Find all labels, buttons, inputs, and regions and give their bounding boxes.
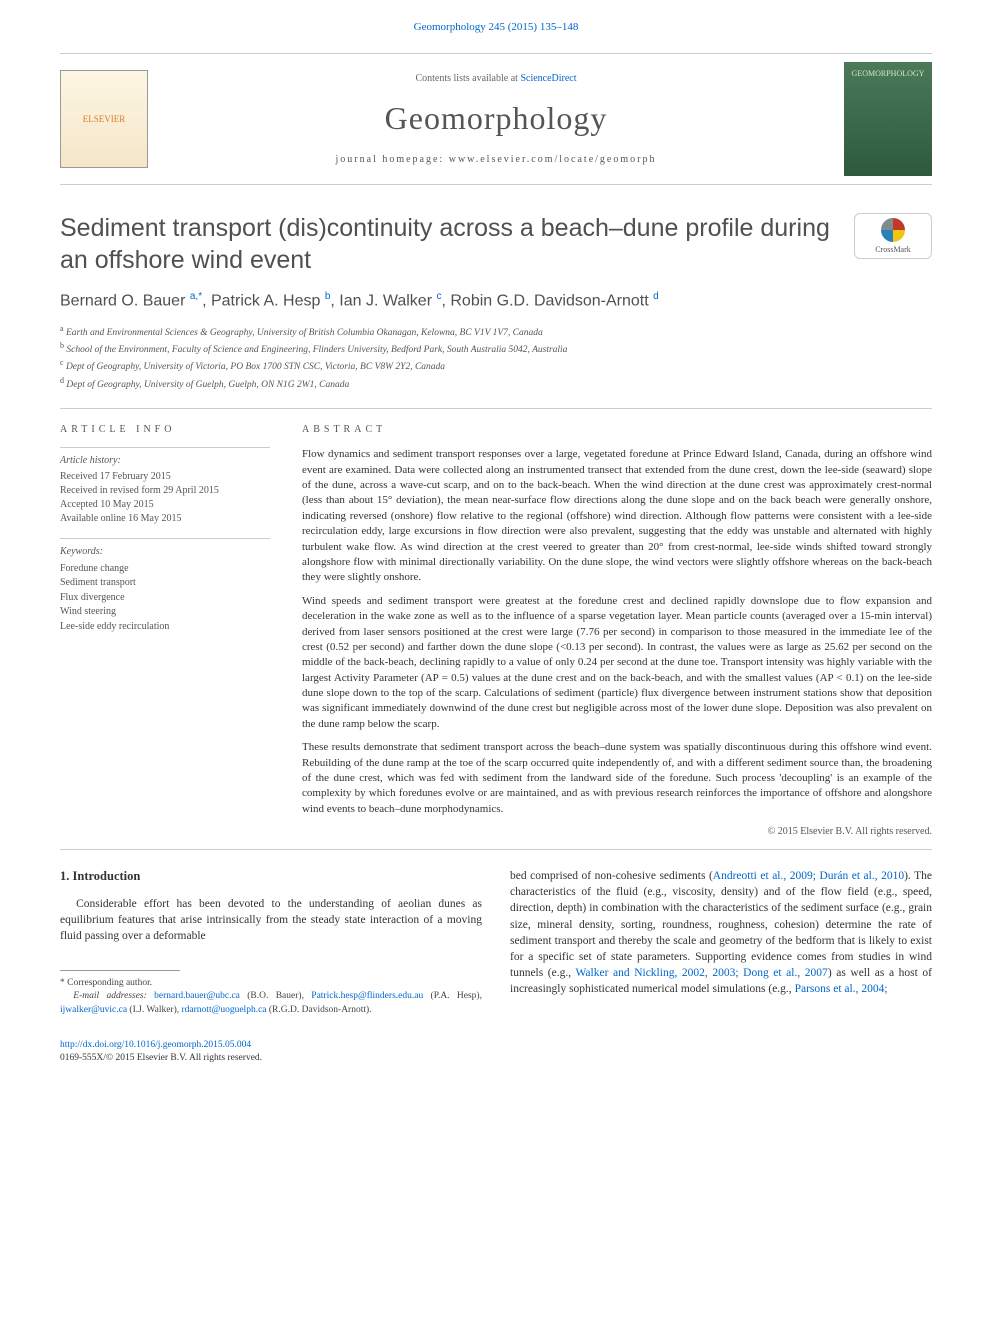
- homepage-prefix: journal homepage:: [336, 154, 449, 165]
- divider-full: [60, 849, 932, 850]
- publisher-logo: ELSEVIER: [60, 70, 148, 168]
- author-1: Bernard O. Bauer: [60, 292, 190, 309]
- keyword-3: Flux divergence: [60, 591, 270, 606]
- issue-reference-link[interactable]: Geomorphology 245 (2015) 135–148: [414, 21, 579, 33]
- contents-prefix: Contents lists available at: [415, 73, 520, 84]
- intro-para-1a: Considerable effort has been devoted to …: [60, 896, 482, 944]
- publisher-logo-label: ELSEVIER: [83, 113, 126, 126]
- issn-copyright: 0169-555X/© 2015 Elsevier B.V. All right…: [60, 1052, 482, 1065]
- affiliation-c: c Dept of Geography, University of Victo…: [60, 357, 932, 374]
- keyword-1: Foredune change: [60, 562, 270, 577]
- footnotes: * Corresponding author. E-mail addresses…: [60, 977, 482, 1017]
- citation-parsons[interactable]: Parsons et al., 2004;: [795, 983, 888, 995]
- email-4[interactable]: rdarnott@uoguelph.ca: [182, 1005, 267, 1015]
- affiliation-d: d Dept of Geography, University of Guelp…: [60, 375, 932, 392]
- journal-cover-label: GEOMORPHOLOGY: [852, 68, 925, 79]
- affiliation-b: b School of the Environment, Faculty of …: [60, 340, 932, 357]
- footnote-separator: [60, 970, 180, 971]
- email-2[interactable]: Patrick.hesp@flinders.edu.au: [311, 991, 423, 1001]
- crossmark-label: CrossMark: [875, 244, 911, 255]
- crossmark-badge[interactable]: CrossMark: [854, 213, 932, 259]
- citation-andreotti[interactable]: Andreotti et al., 2009; Durán et al., 20…: [713, 870, 904, 882]
- issue-reference: Geomorphology 245 (2015) 135–148: [60, 20, 932, 35]
- email-3[interactable]: ijwalker@uvic.ca: [60, 1005, 127, 1015]
- info-abstract-row: article info Article history: Received 1…: [60, 423, 932, 839]
- abstract-para-1: Flow dynamics and sediment transport res…: [302, 447, 932, 586]
- divider: [60, 408, 932, 409]
- crossmark-icon: [881, 218, 905, 242]
- article-body: 1. Introduction Considerable effort has …: [60, 868, 932, 1065]
- abstract: abstract Flow dynamics and sediment tran…: [302, 423, 932, 839]
- doi-link[interactable]: http://dx.doi.org/10.1016/j.geomorph.201…: [60, 1040, 251, 1050]
- history-online: Available online 16 May 2015: [60, 512, 270, 526]
- abstract-heading: abstract: [302, 423, 932, 437]
- keyword-4: Wind steering: [60, 605, 270, 620]
- history-received: Received 17 February 2015: [60, 470, 270, 484]
- journal-header: ELSEVIER Contents lists available at Sci…: [60, 53, 932, 185]
- history-label: Article history:: [60, 454, 270, 468]
- keywords-block: Keywords: Foredune change Sediment trans…: [60, 538, 270, 634]
- author-list: Bernard O. Bauer a,*, Patrick A. Hesp b,…: [60, 290, 932, 313]
- citation-walker-nickling[interactable]: Walker and Nickling, 2002, 2003; Dong et…: [576, 967, 828, 979]
- sciencedirect-link[interactable]: ScienceDirect: [520, 73, 576, 84]
- keyword-5: Lee-side eddy recirculation: [60, 620, 270, 635]
- email-1[interactable]: bernard.bauer@ubc.ca: [154, 991, 240, 1001]
- title-row: Sediment transport (dis)continuity acros…: [60, 213, 932, 276]
- author-2: Patrick A. Hesp: [211, 292, 325, 309]
- journal-name: Geomorphology: [148, 96, 844, 141]
- abstract-para-3: These results demonstrate that sediment …: [302, 740, 932, 817]
- journal-homepage: journal homepage: www.elsevier.com/locat…: [148, 153, 844, 167]
- abstract-para-2: Wind speeds and sediment transport were …: [302, 594, 932, 733]
- header-center: Contents lists available at ScienceDirec…: [148, 72, 844, 167]
- history-revised: Received in revised form 29 April 2015: [60, 484, 270, 498]
- homepage-url: www.elsevier.com/locate/geomorph: [449, 154, 657, 165]
- author-4-aff[interactable]: d: [653, 291, 659, 302]
- corresponding-author-note: * Corresponding author.: [60, 977, 482, 990]
- affiliation-a: a Earth and Environmental Sciences & Geo…: [60, 323, 932, 340]
- journal-cover-thumbnail: GEOMORPHOLOGY: [844, 62, 932, 176]
- author-1-aff[interactable]: a,: [190, 291, 198, 302]
- contents-line: Contents lists available at ScienceDirec…: [148, 72, 844, 86]
- author-3: Ian J. Walker: [339, 292, 436, 309]
- affiliations: a Earth and Environmental Sciences & Geo…: [60, 323, 932, 393]
- history-accepted: Accepted 10 May 2015: [60, 498, 270, 512]
- email-addresses: E-mail addresses: bernard.bauer@ubc.ca (…: [60, 990, 482, 1017]
- article-info-heading: article info: [60, 423, 270, 437]
- article-info: article info Article history: Received 1…: [60, 423, 270, 839]
- section-heading-intro: 1. Introduction: [60, 868, 482, 886]
- article-history: Article history: Received 17 February 20…: [60, 447, 270, 526]
- bottom-references: http://dx.doi.org/10.1016/j.geomorph.201…: [60, 1039, 482, 1066]
- article-title: Sediment transport (dis)continuity acros…: [60, 213, 854, 276]
- author-4: Robin G.D. Davidson-Arnott: [450, 292, 653, 309]
- abstract-copyright: © 2015 Elsevier B.V. All rights reserved…: [302, 825, 932, 839]
- email-label: E-mail addresses:: [73, 991, 154, 1001]
- keyword-2: Sediment transport: [60, 576, 270, 591]
- keywords-label: Keywords:: [60, 545, 270, 560]
- intro-para-1b: bed comprised of non-cohesive sediments …: [510, 868, 932, 997]
